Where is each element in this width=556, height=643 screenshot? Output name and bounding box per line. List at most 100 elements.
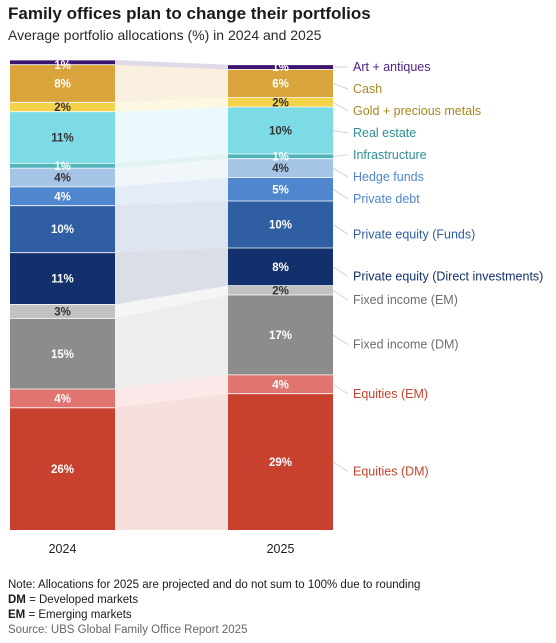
data-label-private-debt-2025: 5% bbox=[272, 184, 289, 196]
series-label-fixed-income-dm: Fixed income (DM) bbox=[353, 338, 459, 352]
series-label-art-antiques: Art + antiques bbox=[353, 60, 430, 74]
note-em-abbr: EM bbox=[8, 609, 26, 621]
source-note: Source: UBS Global Family Office Report … bbox=[8, 624, 248, 636]
data-label-real-estate-2025: 10% bbox=[269, 126, 292, 138]
bar-segment-private-debt-2024 bbox=[10, 186, 115, 206]
series-label-fixed-income-em: Fixed income (EM) bbox=[353, 293, 458, 307]
connector-band-private-equity-direct-investments bbox=[115, 248, 228, 305]
leader-line-hedge-funds bbox=[332, 167, 349, 178]
bar-segment-private-equity-funds-2024 bbox=[10, 205, 115, 253]
data-label-hedge-funds-2025: 4% bbox=[272, 163, 289, 175]
data-label-equities-em-2024: 4% bbox=[54, 393, 71, 405]
bar-segment-hedge-funds-2025 bbox=[228, 158, 333, 178]
bar-segment-real-estate-2025 bbox=[228, 107, 333, 154]
data-label-fixed-income-dm-2025: 17% bbox=[269, 330, 292, 342]
chart-notes: Note: Allocations for 2025 are projected… bbox=[8, 578, 420, 638]
x-tick-label-2025: 2025 bbox=[267, 542, 295, 556]
data-label-private-debt-2024: 4% bbox=[54, 191, 71, 203]
series-label-real-estate: Real estate bbox=[353, 126, 416, 140]
bar-segment-private-equity-direct-investments-2025 bbox=[228, 248, 333, 286]
data-label-gold-precious-metals-2024: 2% bbox=[54, 102, 71, 114]
leader-line-equities-dm bbox=[332, 461, 349, 472]
data-label-private-equity-direct-investments-2025: 8% bbox=[272, 262, 289, 274]
note-rounding: Note: Allocations for 2025 are projected… bbox=[8, 579, 421, 591]
connector-band-hedge-funds bbox=[115, 158, 228, 187]
data-label-private-equity-funds-2024: 10% bbox=[51, 224, 74, 236]
data-label-cash-2024: 8% bbox=[54, 79, 71, 91]
data-label-private-equity-direct-investments-2024: 11% bbox=[51, 274, 73, 286]
series-label-equities-em: Equities (EM) bbox=[353, 387, 428, 401]
series-label-cash: Cash bbox=[353, 82, 382, 96]
series-label-gold-precious-metals: Gold + precious metals bbox=[353, 104, 481, 118]
x-tick-label-2024: 2024 bbox=[49, 542, 77, 556]
data-label-fixed-income-em-2024: 3% bbox=[54, 306, 71, 318]
connector-band-equities-dm bbox=[115, 393, 228, 530]
bar-segment-fixed-income-dm-2024 bbox=[10, 318, 115, 389]
series-label-infrastructure: Infrastructure bbox=[353, 148, 427, 162]
bar-segment-fixed-income-em-2025 bbox=[228, 285, 333, 295]
series-label-hedge-funds: Hedge funds bbox=[353, 170, 424, 184]
data-label-hedge-funds-2024: 4% bbox=[54, 173, 71, 185]
connector-band-private-debt bbox=[115, 177, 228, 206]
series-label-private-debt: Private debt bbox=[353, 192, 420, 206]
connector-band-private-equity-funds bbox=[115, 201, 228, 253]
data-label-infrastructure-2024: 1% bbox=[54, 161, 71, 173]
leader-line-fixed-income-em bbox=[332, 289, 349, 301]
bar-segment-cash-2025 bbox=[228, 69, 333, 98]
bar-segment-gold-precious-metals-2024 bbox=[10, 102, 115, 112]
note-dm-text: = Developed markets bbox=[25, 594, 139, 606]
series-label-private-equity-direct-investments: Private equity (Direct investments) bbox=[353, 270, 543, 284]
stacked-bar-chart: 26%29%4%4%15%17%3%2%11%8%10% 10%4%5%4%4%1… bbox=[10, 59, 543, 556]
data-label-art-antiques-2024: 1% bbox=[54, 60, 71, 72]
leader-line-fixed-income-dm bbox=[332, 334, 349, 346]
bar-segment-gold-precious-metals-2025 bbox=[228, 97, 333, 107]
bar-segment-art-antiques-2025 bbox=[228, 64, 333, 70]
bar-segment-infrastructure-2025 bbox=[228, 154, 333, 159]
bar-segment-hedge-funds-2024 bbox=[10, 168, 115, 187]
bar-segment-cash-2024 bbox=[10, 64, 115, 103]
leader-line-private-debt bbox=[332, 188, 349, 200]
data-label-private-equity-funds-2025: 10% bbox=[269, 220, 292, 232]
note-dm-abbr: DM bbox=[8, 594, 26, 606]
connector-band-fixed-income-em bbox=[115, 285, 228, 319]
note-em-text: = Emerging markets bbox=[25, 609, 132, 621]
note-em: EM = Emerging markets bbox=[8, 608, 420, 623]
connector-band-real-estate bbox=[115, 107, 228, 164]
bar-segment-art-antiques-2024 bbox=[10, 60, 115, 65]
data-label-fixed-income-em-2025: 2% bbox=[272, 285, 289, 297]
connector-band-fixed-income-dm bbox=[115, 295, 228, 389]
connector-band-equities-em bbox=[115, 374, 228, 408]
data-label-infrastructure-2025: 1% bbox=[272, 151, 289, 163]
data-label-equities-dm-2025: 29% bbox=[269, 457, 292, 469]
data-label-equities-em-2025: 4% bbox=[272, 379, 289, 391]
bar-segment-infrastructure-2024 bbox=[10, 163, 115, 169]
data-label-real-estate-2024: 11% bbox=[51, 133, 73, 145]
series-label-private-equity-funds: Private equity (Funds) bbox=[353, 227, 475, 241]
bar-segment-private-equity-funds-2025 bbox=[228, 201, 333, 248]
data-label-cash-2025: 6% bbox=[272, 79, 289, 91]
leader-line-real-estate bbox=[332, 130, 349, 134]
bar-segment-real-estate-2024 bbox=[10, 111, 115, 164]
data-label-fixed-income-dm-2024: 15% bbox=[51, 349, 74, 361]
chart-subtitle: Average portfolio allocations (%) in 202… bbox=[8, 27, 322, 43]
data-label-equities-dm-2024: 26% bbox=[51, 464, 74, 476]
bar-segment-private-equity-direct-investments-2024 bbox=[10, 252, 115, 305]
bar-segment-fixed-income-dm-2025 bbox=[228, 295, 333, 375]
bar-segment-equities-em-2025 bbox=[228, 374, 333, 394]
data-label-gold-precious-metals-2025: 2% bbox=[272, 97, 289, 109]
bar-segment-fixed-income-em-2024 bbox=[10, 304, 115, 319]
chart-title: Family offices plan to change their port… bbox=[8, 4, 371, 23]
data-label-art-antiques-2025: 1% bbox=[272, 62, 289, 74]
leader-line-infrastructure bbox=[332, 154, 349, 157]
leader-line-private-equity-funds bbox=[332, 224, 349, 235]
connector-band-art-antiques bbox=[115, 60, 228, 70]
bar-segment-private-debt-2025 bbox=[228, 177, 333, 201]
leader-line-cash bbox=[332, 83, 349, 90]
bar-segment-equities-dm-2025 bbox=[228, 393, 333, 530]
series-label-equities-dm: Equities (DM) bbox=[353, 465, 429, 479]
bar-segment-equities-em-2024 bbox=[10, 389, 115, 408]
leader-line-private-equity-direct-investments bbox=[332, 266, 349, 277]
leader-line-gold-precious-metals bbox=[332, 101, 349, 112]
note-dm: DM = Developed markets bbox=[8, 593, 420, 608]
connector-band-infrastructure bbox=[115, 154, 228, 169]
